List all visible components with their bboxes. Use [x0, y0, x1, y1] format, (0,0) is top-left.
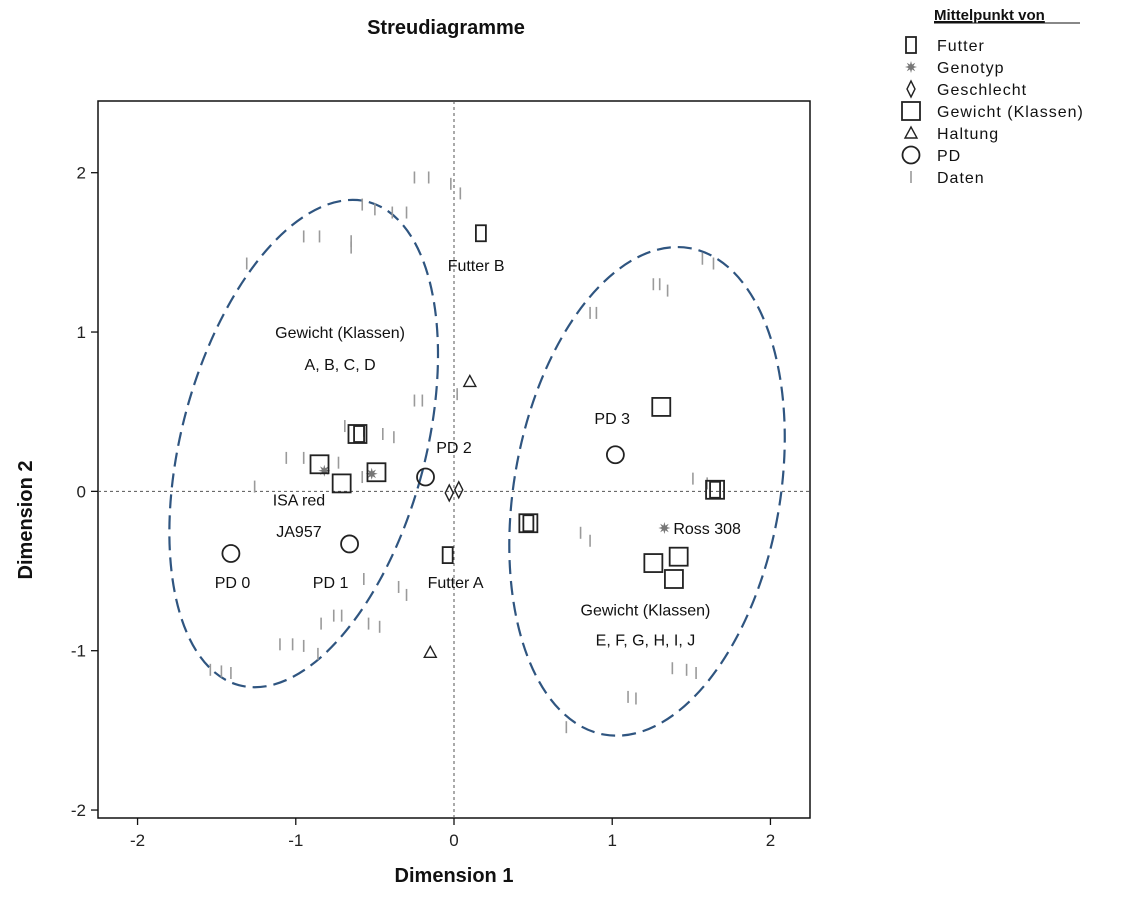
triangle-marker — [462, 373, 478, 388]
annotation-label: PD 0 — [215, 575, 251, 592]
legend-label: Genotyp — [937, 60, 1004, 77]
legend-item: Geschlecht — [906, 79, 1027, 99]
circle-marker — [605, 445, 625, 465]
x-tick-label: 0 — [449, 831, 458, 850]
legend-item: Daten — [910, 170, 985, 187]
annotation-label: PD 3 — [594, 411, 630, 428]
series-futter — [353, 224, 721, 564]
y-tick-label: 0 — [77, 482, 86, 501]
star-marker — [658, 522, 671, 534]
legend-tall-rect-icon — [905, 36, 917, 54]
legend-label: Haltung — [937, 126, 999, 143]
circle-marker — [340, 534, 359, 554]
star-marker — [365, 467, 378, 480]
legend-star-icon — [905, 61, 917, 73]
plot-area: Futter B Futter A Gewicht (Klassen) A, B, C… — [97, 100, 811, 819]
series-geschlecht — [444, 480, 464, 503]
data-marks — [209, 171, 725, 734]
legend: Mittelpunkt von Futter Genotyp Geschlecht G… — [901, 7, 1084, 187]
legend-item: PD — [901, 145, 961, 165]
cluster-ellipse — [168, 198, 440, 689]
legend-item: Genotyp — [905, 60, 1004, 77]
circle-marker — [221, 544, 241, 563]
annotation-label: Ross 308 — [673, 521, 741, 538]
y-axis: -2 -1 0 1 2 — [71, 164, 98, 820]
annotation-label: Futter B — [448, 258, 505, 275]
legend-item: Haltung — [903, 125, 999, 143]
annotation-label: A, B, C, D — [305, 357, 376, 374]
diamond-marker — [453, 480, 464, 500]
legend-label: Gewicht (Klassen) — [937, 104, 1084, 121]
annotation-label: Futter A — [428, 575, 484, 592]
tall-rect-marker — [522, 514, 535, 533]
y-tick-label: -1 — [71, 642, 86, 661]
x-tick-label: 2 — [766, 831, 775, 850]
annotation-label: PD 1 — [313, 575, 349, 592]
legend-label: Futter — [937, 38, 985, 55]
square-marker — [309, 454, 330, 475]
y-tick-label: 2 — [77, 164, 86, 183]
cluster-ellipses — [168, 198, 786, 737]
square-marker — [705, 479, 725, 500]
x-tick-label: -1 — [288, 831, 303, 850]
legend-label: PD — [937, 148, 961, 165]
square-marker — [518, 513, 539, 534]
square-marker — [651, 397, 672, 417]
square-marker — [668, 546, 689, 567]
legend-circle-icon — [901, 145, 921, 165]
series-pd — [221, 445, 625, 563]
x-tick-label: -2 — [130, 831, 145, 850]
diamond-marker — [444, 483, 455, 503]
series-daten — [209, 171, 715, 734]
y-tick-label: -2 — [71, 801, 86, 820]
square-marker — [643, 553, 664, 573]
cluster-ellipse — [508, 245, 786, 737]
square-marker — [366, 462, 387, 483]
annotation-label: E, F, G, H, I, J — [596, 633, 696, 650]
legend-item: Futter — [905, 36, 985, 55]
tall-rect-marker — [474, 224, 487, 243]
annotation-label: PD 2 — [436, 440, 472, 457]
square-marker — [664, 569, 684, 589]
square-marker — [331, 473, 352, 494]
x-axis: -2 -1 0 1 2 — [130, 818, 775, 850]
tall-rect-marker — [441, 546, 454, 564]
plot-frame — [97, 100, 811, 819]
legend-heading: Mittelpunkt von — [934, 7, 1045, 24]
tall-rect-marker — [709, 480, 721, 499]
legend-diamond-icon — [906, 79, 916, 99]
series-gewicht-klassen — [309, 397, 725, 589]
y-tick-label: 1 — [77, 323, 86, 342]
x-axis-title: Dimension 1 — [395, 865, 514, 887]
x-tick-label: 1 — [607, 831, 616, 850]
triangle-marker — [423, 644, 438, 658]
annotation-label: Gewicht (Klassen) — [581, 602, 711, 619]
annotations: Futter B Futter A Gewicht (Klassen) A, B, C… — [215, 258, 741, 649]
circle-marker — [416, 467, 435, 487]
annotation-label: JA957 — [276, 524, 321, 541]
y-axis-title: Dimension 2 — [15, 461, 37, 580]
legend-item: Gewicht (Klassen) — [901, 101, 1084, 121]
annotation-label: ISA red — [273, 492, 325, 509]
annotation-label: Gewicht (Klassen) — [275, 325, 405, 342]
series-haltung — [423, 373, 478, 658]
legend-triangle-icon — [903, 125, 919, 139]
legend-label: Geschlecht — [937, 82, 1027, 99]
legend-square-icon — [901, 101, 921, 121]
square-marker — [347, 424, 368, 444]
tall-rect-marker — [353, 425, 365, 443]
legend-label: Daten — [937, 170, 985, 187]
chart-title: Streudiagramme — [367, 17, 525, 39]
